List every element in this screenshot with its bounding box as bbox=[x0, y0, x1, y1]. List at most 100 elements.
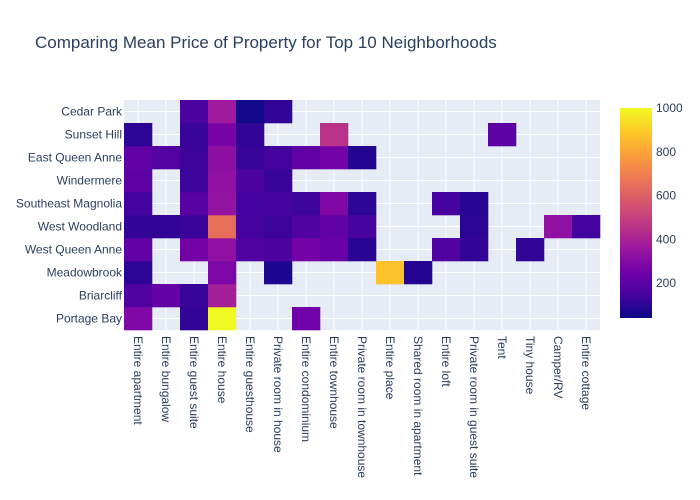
heatmap-cell bbox=[264, 146, 293, 170]
x-tick-label: Entire loft bbox=[439, 336, 453, 387]
heatmap-cell bbox=[376, 261, 405, 285]
heatmap-cell bbox=[208, 169, 237, 193]
heatmap-cell bbox=[292, 192, 321, 216]
heatmap-cell bbox=[264, 238, 293, 262]
heatmap-cell bbox=[180, 215, 209, 239]
y-tick-label: East Queen Anne bbox=[28, 151, 122, 165]
x-tick-label: Entire cottage bbox=[579, 336, 593, 410]
colorbar-tick-label: 400 bbox=[656, 232, 676, 246]
x-tick-label: Entire house bbox=[215, 336, 229, 404]
heatmap-cell bbox=[264, 169, 293, 193]
heatmap-cell bbox=[292, 238, 321, 262]
heatmap-cell bbox=[572, 215, 601, 239]
heatmap-cell bbox=[180, 169, 209, 193]
heatmap-cell bbox=[292, 215, 321, 239]
heatmap-cell bbox=[544, 215, 573, 239]
heatmap-cell bbox=[236, 192, 265, 216]
heatmap-cell bbox=[348, 238, 377, 262]
heatmap-cell bbox=[432, 238, 461, 262]
y-tick-label: Sunset Hill bbox=[65, 128, 122, 142]
heatmap-cell bbox=[348, 146, 377, 170]
heatmap-cell bbox=[208, 123, 237, 147]
heatmap-cell bbox=[264, 261, 293, 285]
heatmap-cell bbox=[180, 284, 209, 308]
heatmap-cell bbox=[180, 100, 209, 124]
y-tick-label: Southeast Magnolia bbox=[16, 197, 122, 211]
heatmap-cell bbox=[208, 215, 237, 239]
heatmap-cell bbox=[124, 238, 153, 262]
heatmap-cell bbox=[180, 192, 209, 216]
heatmap-cell bbox=[404, 261, 433, 285]
x-tick-label: Tent bbox=[495, 336, 509, 359]
heatmap-cell bbox=[124, 169, 153, 193]
heatmap-cell bbox=[208, 192, 237, 216]
heatmap-cell bbox=[124, 146, 153, 170]
y-tick-label: West Queen Anne bbox=[25, 243, 123, 257]
heatmap-cell bbox=[320, 192, 349, 216]
heatmap-cell bbox=[124, 215, 153, 239]
heatmap-cell bbox=[236, 215, 265, 239]
heatmap-cell bbox=[320, 215, 349, 239]
y-tick-label: West Woodland bbox=[38, 220, 122, 234]
chart-title: Comparing Mean Price of Property for Top… bbox=[35, 33, 497, 52]
x-tick-label: Shared room in apartment bbox=[411, 336, 425, 476]
heatmap-cell bbox=[124, 192, 153, 216]
heatmap-cell bbox=[180, 307, 209, 331]
heatmap-cell bbox=[516, 238, 545, 262]
colorbar-tick-label: 800 bbox=[656, 145, 676, 159]
heatmap-cell bbox=[292, 307, 321, 331]
y-tick-label: Portage Bay bbox=[56, 312, 122, 326]
heatmap-cell bbox=[460, 215, 489, 239]
y-tick-label: Briarcliff bbox=[79, 289, 123, 303]
colorbar bbox=[620, 108, 652, 318]
y-tick-label: Windermere bbox=[57, 174, 123, 188]
heatmap-cell bbox=[264, 100, 293, 124]
heatmap-cell bbox=[236, 123, 265, 147]
x-tick-label: Private room in house bbox=[271, 336, 285, 453]
x-tick-label: Entire place bbox=[383, 336, 397, 400]
heatmap-cell bbox=[180, 146, 209, 170]
heatmap-cell bbox=[264, 215, 293, 239]
heatmap-cell bbox=[124, 123, 153, 147]
heatmap-cell bbox=[460, 238, 489, 262]
heatmap-cell bbox=[208, 307, 237, 331]
colorbar-tick-label: 200 bbox=[656, 276, 676, 290]
heatmap-cell bbox=[208, 238, 237, 262]
y-tick-label: Cedar Park bbox=[61, 105, 123, 119]
heatmap-cell bbox=[236, 238, 265, 262]
heatmap-cell bbox=[236, 146, 265, 170]
heatmap-cell bbox=[320, 146, 349, 170]
heatmap-cell bbox=[460, 192, 489, 216]
heatmap-cell bbox=[152, 284, 181, 308]
heatmap-cell bbox=[348, 215, 377, 239]
heatmap-cell bbox=[208, 146, 237, 170]
x-tick-label: Entire apartment bbox=[131, 336, 145, 425]
heatmap-cell bbox=[208, 284, 237, 308]
heatmap-cell bbox=[292, 146, 321, 170]
x-tick-label: Entire guest suite bbox=[187, 336, 201, 429]
heatmap-cell bbox=[152, 215, 181, 239]
heatmap-cell bbox=[432, 192, 461, 216]
heatmap-cell bbox=[180, 123, 209, 147]
heatmap-cell bbox=[180, 238, 209, 262]
heatmap-cell bbox=[348, 192, 377, 216]
heatmap-cell bbox=[320, 238, 349, 262]
x-tick-label: Entire condominium bbox=[299, 336, 313, 442]
x-tick-label: Entire guesthouse bbox=[243, 336, 257, 433]
heatmap-cell bbox=[488, 123, 517, 147]
heatmap-cell bbox=[320, 123, 349, 147]
heatmap-cells bbox=[124, 100, 601, 331]
x-tick-label: Private room in townhouse bbox=[355, 336, 369, 478]
heatmap-cell bbox=[208, 100, 237, 124]
x-tick-label: Entire townhouse bbox=[327, 336, 341, 429]
heatmap-cell bbox=[264, 192, 293, 216]
x-tick-label: Tiny house bbox=[523, 336, 537, 395]
x-tick-label: Entire bungalow bbox=[159, 336, 173, 422]
heatmap-cell bbox=[124, 284, 153, 308]
x-tick-label: Private room in guest suite bbox=[467, 336, 481, 478]
heatmap-cell bbox=[208, 261, 237, 285]
colorbar-tick-label: 1000 bbox=[656, 101, 683, 115]
y-tick-label: Meadowbrook bbox=[47, 266, 123, 280]
heatmap-cell bbox=[236, 169, 265, 193]
